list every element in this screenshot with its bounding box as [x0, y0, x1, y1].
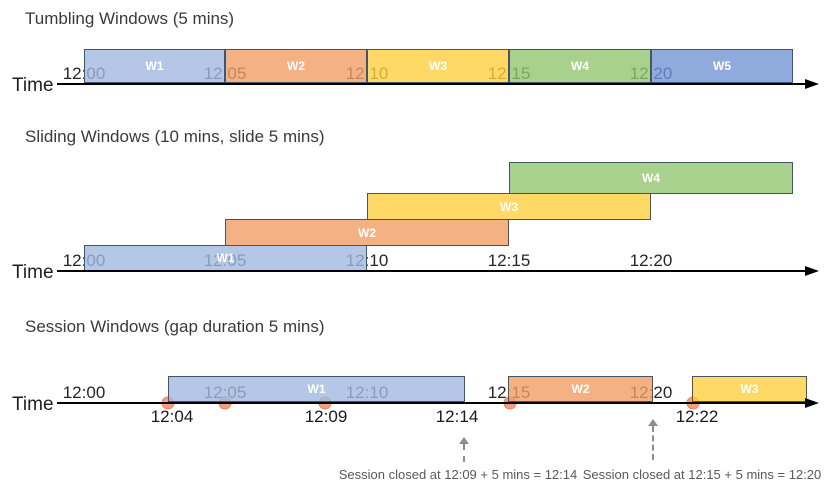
window-label: W2: [287, 59, 305, 73]
window-label: W1: [216, 251, 235, 265]
event-time-label: 12:22: [675, 407, 719, 426]
window-label: W1: [145, 59, 164, 73]
window-box: W3: [692, 376, 807, 402]
time-axis-line: [57, 270, 807, 272]
axis-tick-label: 12:00: [62, 383, 106, 402]
window-box: W4: [509, 49, 651, 83]
window-box: W1: [168, 376, 465, 402]
event-time-label: 12:14: [435, 407, 479, 426]
window-box: W1: [84, 49, 225, 83]
window-label: W2: [358, 225, 376, 240]
time-axis-arrowhead-icon: [805, 79, 819, 89]
event-time-label: 12:04: [150, 407, 194, 426]
arrowhead-up-icon: [648, 419, 658, 426]
window-label: W5: [713, 59, 731, 73]
section-title: Sliding Windows (10 mins, slide 5 mins): [25, 127, 325, 146]
time-axis-label: Time: [12, 75, 54, 96]
time-axis-line: [57, 83, 807, 85]
window-box: W5: [651, 49, 793, 83]
session-closed-annotation: Session closed at 12:09 + 5 mins = 12:14: [338, 467, 578, 482]
section-title: Tumbling Windows (5 mins): [25, 9, 235, 28]
window-box: W2: [225, 219, 509, 246]
dashed-line: [463, 444, 465, 462]
time-axis-arrowhead-icon: [805, 266, 819, 276]
annotation-arrow-icon: [648, 419, 658, 460]
window-box: W3: [367, 49, 509, 83]
window-label: W2: [571, 382, 590, 396]
time-axis-arrowhead-icon: [805, 398, 819, 408]
axis-tick-label: 12:15: [487, 251, 531, 270]
event-time-label: 12:09: [304, 407, 348, 426]
session-closed-annotation: Session closed at 12:15 + 5 mins = 12:20: [582, 467, 822, 482]
window-label: W3: [429, 59, 447, 73]
section-title: Session Windows (gap duration 5 mins): [25, 317, 325, 336]
time-axis-line: [57, 402, 807, 404]
window-label: W3: [500, 199, 518, 214]
dashed-line: [652, 426, 654, 460]
window-box: W1: [84, 245, 367, 271]
window-label: W4: [642, 171, 660, 185]
window-label: W3: [740, 382, 759, 396]
arrowhead-up-icon: [459, 437, 469, 444]
window-box: W2: [225, 49, 367, 83]
axis-tick-label: 12:20: [629, 251, 673, 270]
time-axis-label: Time: [12, 262, 54, 283]
annotation-arrow-icon: [459, 437, 469, 462]
window-box: W2: [508, 376, 653, 402]
window-box: W3: [367, 193, 651, 220]
window-label: W4: [571, 59, 589, 73]
window-box: W4: [509, 162, 793, 194]
window-label: W1: [307, 382, 326, 396]
time-axis-label: Time: [12, 394, 54, 415]
